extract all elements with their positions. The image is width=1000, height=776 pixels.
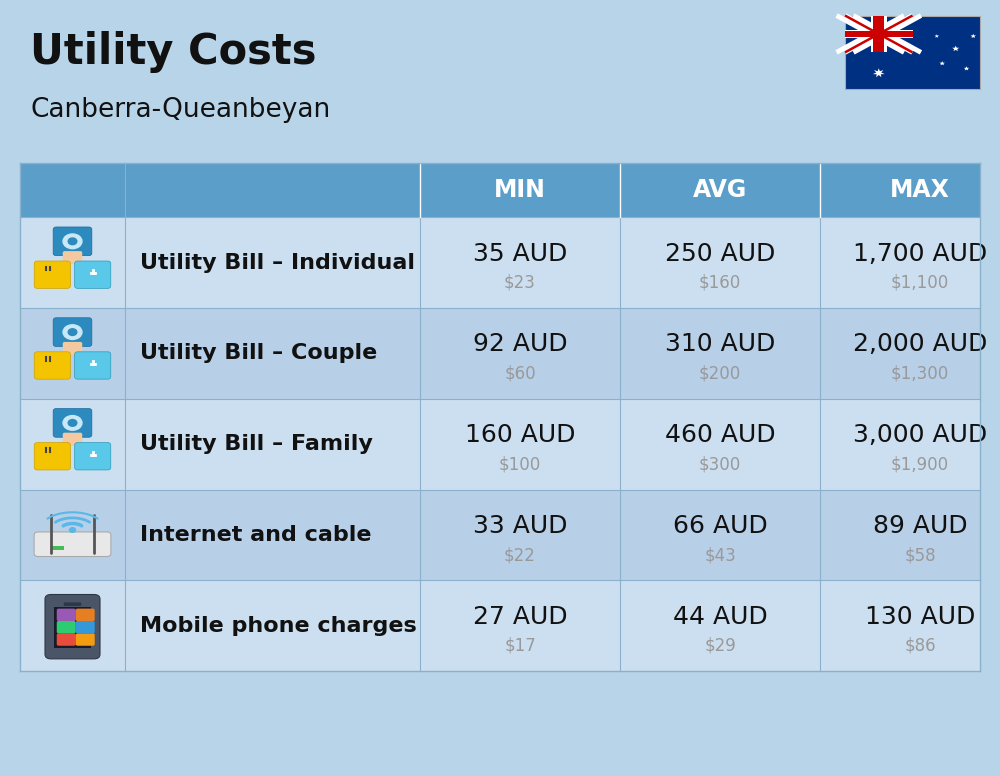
FancyBboxPatch shape <box>57 621 76 633</box>
Polygon shape <box>952 46 959 51</box>
FancyBboxPatch shape <box>45 594 100 659</box>
Polygon shape <box>939 61 945 65</box>
Text: $100: $100 <box>499 456 541 473</box>
Text: $23: $23 <box>504 274 536 292</box>
FancyBboxPatch shape <box>76 621 95 633</box>
Circle shape <box>68 420 77 426</box>
Text: AVG: AVG <box>693 178 747 202</box>
FancyBboxPatch shape <box>75 352 111 379</box>
Circle shape <box>63 234 82 248</box>
Text: $43: $43 <box>704 546 736 564</box>
Text: $60: $60 <box>504 365 536 383</box>
Polygon shape <box>970 34 976 38</box>
Text: $200: $200 <box>699 365 741 383</box>
Bar <box>845 16 980 89</box>
FancyBboxPatch shape <box>51 546 64 549</box>
Text: Utility Costs: Utility Costs <box>30 31 316 73</box>
Text: 27 AUD: 27 AUD <box>473 605 567 629</box>
Text: Utility Bill – Family: Utility Bill – Family <box>140 435 373 454</box>
Circle shape <box>68 329 77 335</box>
FancyBboxPatch shape <box>75 442 111 470</box>
Text: $300: $300 <box>699 456 741 473</box>
Text: MIN: MIN <box>494 178 546 202</box>
Bar <box>20 399 980 490</box>
Bar <box>20 217 980 308</box>
FancyBboxPatch shape <box>53 318 92 346</box>
FancyBboxPatch shape <box>75 261 111 289</box>
Bar <box>20 163 980 217</box>
Text: 89 AUD: 89 AUD <box>873 514 967 538</box>
Bar <box>873 16 884 53</box>
FancyBboxPatch shape <box>34 532 111 556</box>
Polygon shape <box>934 34 939 38</box>
Text: Utility Bill – Individual: Utility Bill – Individual <box>140 253 415 272</box>
Text: 44 AUD: 44 AUD <box>673 605 767 629</box>
FancyBboxPatch shape <box>76 608 95 621</box>
FancyBboxPatch shape <box>57 608 76 621</box>
Text: MAX: MAX <box>890 178 950 202</box>
Text: $22: $22 <box>504 546 536 564</box>
Text: Internet and cable: Internet and cable <box>140 525 372 545</box>
Text: $1,900: $1,900 <box>891 456 949 473</box>
Text: 66 AUD: 66 AUD <box>673 514 767 538</box>
Text: $160: $160 <box>699 274 741 292</box>
Text: $1,100: $1,100 <box>891 274 949 292</box>
Circle shape <box>63 416 82 430</box>
Bar <box>845 31 912 37</box>
FancyBboxPatch shape <box>34 261 70 289</box>
Text: $29: $29 <box>704 637 736 655</box>
FancyBboxPatch shape <box>76 633 95 646</box>
Bar <box>845 29 912 38</box>
Text: 2,000 AUD: 2,000 AUD <box>853 332 987 356</box>
Text: $58: $58 <box>904 546 936 564</box>
FancyBboxPatch shape <box>63 342 82 355</box>
Text: 130 AUD: 130 AUD <box>865 605 975 629</box>
Polygon shape <box>873 68 885 78</box>
Bar <box>20 308 980 399</box>
Bar <box>871 16 887 53</box>
Text: 460 AUD: 460 AUD <box>665 423 775 447</box>
Circle shape <box>68 238 77 244</box>
FancyBboxPatch shape <box>63 433 82 446</box>
Text: Utility Bill – Couple: Utility Bill – Couple <box>140 344 377 363</box>
Text: 160 AUD: 160 AUD <box>465 423 575 447</box>
FancyBboxPatch shape <box>34 442 70 470</box>
Text: Mobile phone charges: Mobile phone charges <box>140 616 417 636</box>
Circle shape <box>63 325 82 339</box>
FancyBboxPatch shape <box>63 251 82 264</box>
Text: $86: $86 <box>904 637 936 655</box>
Bar <box>20 490 980 580</box>
Text: 33 AUD: 33 AUD <box>473 514 567 538</box>
Text: $17: $17 <box>504 637 536 655</box>
FancyBboxPatch shape <box>64 602 81 606</box>
Polygon shape <box>964 66 969 71</box>
Text: 92 AUD: 92 AUD <box>473 332 567 356</box>
FancyBboxPatch shape <box>34 352 70 379</box>
Text: 35 AUD: 35 AUD <box>473 241 567 265</box>
FancyBboxPatch shape <box>53 227 92 255</box>
Circle shape <box>69 528 76 532</box>
Text: 1,700 AUD: 1,700 AUD <box>853 241 987 265</box>
FancyBboxPatch shape <box>54 607 91 647</box>
Text: Canberra-Queanbeyan: Canberra-Queanbeyan <box>30 97 330 123</box>
FancyBboxPatch shape <box>57 633 76 646</box>
Bar <box>20 580 980 671</box>
Text: 310 AUD: 310 AUD <box>665 332 775 356</box>
Text: 3,000 AUD: 3,000 AUD <box>853 423 987 447</box>
Text: $1,300: $1,300 <box>891 365 949 383</box>
FancyBboxPatch shape <box>53 409 92 437</box>
Text: 250 AUD: 250 AUD <box>665 241 775 265</box>
